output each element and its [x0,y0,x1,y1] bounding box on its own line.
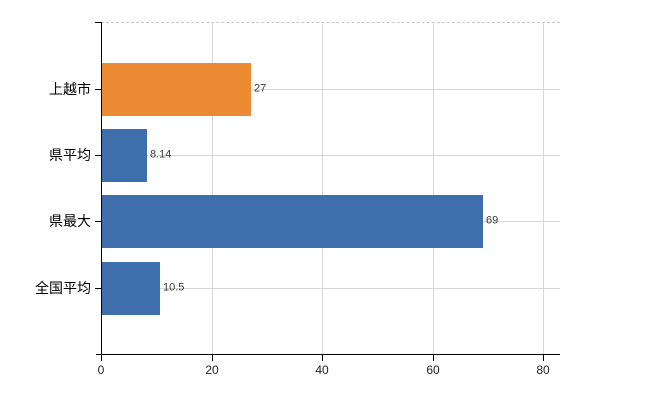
x-tick-0 [101,354,102,361]
y-tick-2 [95,221,101,222]
top-boundary-gridline [101,22,560,23]
x-tick-label-40: 40 [315,363,329,377]
x-tick-label-80: 80 [536,363,550,377]
category-label-2: 県最大 [49,213,91,229]
x-tick-label-60: 60 [426,363,440,377]
category-gridline-3 [101,288,560,289]
x-tick-40 [322,354,323,361]
x-gridline-20 [212,22,213,354]
x-tick-20 [212,354,213,361]
category-gridline-0 [101,89,560,90]
y-axis-line [101,22,102,354]
x-gridline-40 [322,22,323,354]
value-label-3: 10.5 [163,281,185,294]
x-gridline-80 [543,22,544,354]
bar-2 [102,195,483,248]
bar-0 [102,63,251,116]
x-axis-line [96,354,560,355]
category-label-1: 県平均 [49,147,91,163]
x-tick-label-0: 0 [97,363,105,377]
category-label-0: 上越市 [49,81,91,97]
category-gridline-1 [101,155,560,156]
value-label-0: 27 [254,82,267,95]
y-tick-0 [95,89,101,90]
bar-1 [102,129,147,182]
bar-3 [102,262,160,315]
x-tick-80 [543,354,544,361]
x-tick-60 [433,354,434,361]
x-tick-label-20: 20 [205,363,219,377]
y-axis-boundary-tick [95,22,101,23]
value-label-1: 8.14 [150,148,172,161]
category-label-3: 全国平均 [35,280,91,296]
y-tick-1 [95,155,101,156]
y-tick-3 [95,288,101,289]
x-gridline-60 [433,22,434,354]
value-label-2: 69 [486,214,499,227]
